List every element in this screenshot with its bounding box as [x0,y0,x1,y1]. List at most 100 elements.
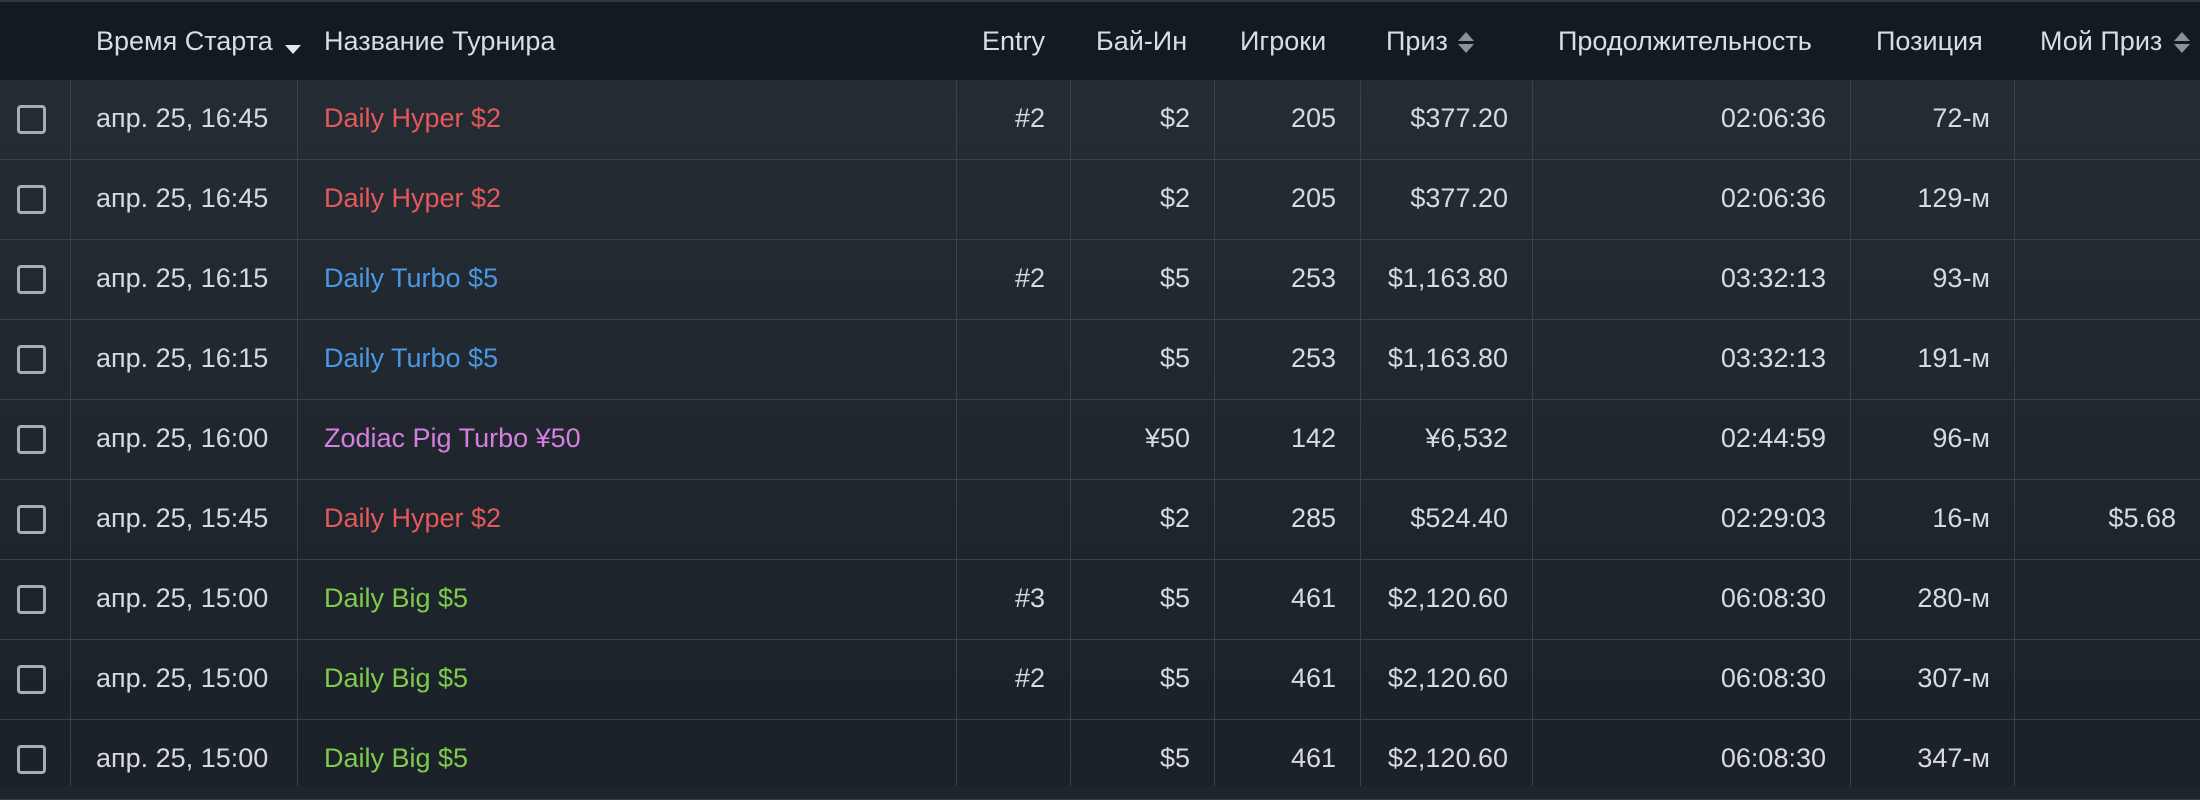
duration-cell: 03:32:13 [1720,343,1826,373]
tournament-name-link[interactable]: Daily Hyper $2 [324,183,502,213]
row-select-checkbox[interactable] [17,345,46,374]
my-prize-cell [2014,560,2176,640]
prize-cell: $2,120.60 [1387,583,1508,613]
duration-cell: 06:08:30 [1720,663,1826,693]
players-cell: 285 [1290,503,1336,533]
duration-cell: 02:29:03 [1720,503,1826,533]
position-cell: 16-м [1932,503,1990,533]
column-divider [297,80,298,786]
column-header-entry[interactable]: Entry [982,26,1046,56]
my-prize-cell [2014,160,2176,240]
row-select-checkbox[interactable] [17,665,46,694]
my-prize-cell [2014,240,2176,320]
duration-cell: 06:08:30 [1720,583,1826,613]
column-header-duration[interactable]: Продолжительность [1558,26,1812,56]
tournament-name-link[interactable]: Daily Turbo $5 [324,343,499,373]
start-time-cell: апр. 25, 16:45 [96,183,269,213]
column-divider [2014,80,2015,786]
tournament-name-link[interactable]: Daily Big $5 [324,583,469,613]
position-cell: 93-м [1932,263,1990,293]
duration-cell: 02:06:36 [1720,103,1826,133]
players-cell: 205 [1290,183,1336,213]
row-select-checkbox[interactable] [17,585,46,614]
row-select-checkbox[interactable] [17,425,46,454]
players-cell: 253 [1290,263,1336,293]
my-prize-cell [2014,640,2176,720]
buyin-cell: $5 [1159,663,1190,693]
table-row[interactable]: апр. 25, 15:00 Daily Big $5 #3 $5 461 $2,120.… [0,560,2200,640]
tournament-name-link[interactable]: Daily Big $5 [324,743,469,773]
start-time-cell: апр. 25, 15:00 [96,663,269,693]
prize-cell: $1,163.80 [1387,263,1508,293]
entry-cell: #3 [1014,583,1045,613]
entry-cell [956,720,1045,800]
position-cell: 72-м [1932,103,1990,133]
players-cell: 461 [1290,743,1336,773]
tournament-name-link[interactable]: Daily Hyper $2 [324,503,502,533]
row-select-checkbox[interactable] [17,185,46,214]
row-select-checkbox[interactable] [17,265,46,294]
table-row[interactable]: апр. 25, 16:15 Daily Turbo $5 $5 253 $1,163.… [0,320,2200,400]
buyin-cell: $5 [1159,343,1190,373]
table-row[interactable]: апр. 25, 15:00 Daily Big $5 $5 461 $2,120.60… [0,720,2200,800]
prize-cell: $1,163.80 [1387,343,1508,373]
table-row[interactable]: апр. 25, 15:00 Daily Big $5 #2 $5 461 $2,120.… [0,640,2200,720]
column-header-my-prize[interactable]: Мой Приз [2040,26,2163,56]
column-header-prize[interactable]: Приз [1386,26,1448,56]
buyin-cell: $2 [1159,183,1190,213]
players-cell: 205 [1290,103,1336,133]
entry-cell: #2 [1014,663,1045,693]
entry-cell [956,160,1045,240]
my-prize-cell [2014,400,2176,480]
tournament-name-link[interactable]: Daily Turbo $5 [324,263,499,293]
players-cell: 142 [1290,423,1336,453]
prize-cell: $2,120.60 [1387,743,1508,773]
duration-cell: 03:32:13 [1720,263,1826,293]
prize-cell: ¥6,532 [1425,423,1508,453]
start-time-cell: апр. 25, 16:45 [96,103,269,133]
sort-descending-icon[interactable] [285,45,301,54]
table-row[interactable]: апр. 25, 16:00 Zodiac Pig Turbo ¥50 ¥50 142… [0,400,2200,480]
prize-cell: $2,120.60 [1387,663,1508,693]
tournament-name-link[interactable]: Daily Big $5 [324,663,469,693]
column-header-start-time[interactable]: Время Старта [96,26,273,56]
players-cell: 253 [1290,343,1336,373]
start-time-cell: апр. 25, 16:15 [96,343,269,373]
buyin-cell: $5 [1159,583,1190,613]
column-header-players[interactable]: Игроки [1240,26,1327,56]
table-row[interactable]: апр. 25, 15:45 Daily Hyper $2 $2 285 $524.40… [0,480,2200,560]
column-header-buyin[interactable]: Бай-Ин [1096,26,1188,56]
duration-cell: 02:44:59 [1720,423,1826,453]
entry-cell: #2 [1014,103,1045,133]
column-divider [1360,80,1361,786]
column-header-position[interactable]: Позиция [1876,26,1983,56]
tournament-name-link[interactable]: Zodiac Pig Turbo ¥50 [324,423,581,453]
column-header-tournament-name[interactable]: Название Турнира [324,26,556,56]
prize-cell: $377.20 [1410,103,1508,133]
column-divider [70,80,71,786]
players-cell: 461 [1290,583,1336,613]
sort-unsorted-icon[interactable] [2174,32,2190,54]
start-time-cell: апр. 25, 15:00 [96,583,269,613]
table-row[interactable]: апр. 25, 16:45 Daily Hyper $2 #2 $2 205 $377.… [0,80,2200,160]
row-select-checkbox[interactable] [17,105,46,134]
buyin-cell: $2 [1159,503,1190,533]
my-prize-cell: $5.68 [2108,503,2176,533]
row-select-checkbox[interactable] [17,745,46,774]
position-cell: 191-м [1917,343,1990,373]
sort-unsorted-icon[interactable] [1458,32,1474,54]
table-row[interactable]: апр. 25, 16:15 Daily Turbo $5 #2 $5 253 $1,16… [0,240,2200,320]
column-divider [1070,80,1071,786]
row-select-checkbox[interactable] [17,505,46,534]
position-cell: 347-м [1917,743,1990,773]
table-row[interactable]: апр. 25, 16:45 Daily Hyper $2 $2 205 $377.20… [0,160,2200,240]
entry-cell [956,400,1045,480]
prize-cell: $524.40 [1410,503,1508,533]
tournament-name-link[interactable]: Daily Hyper $2 [324,103,502,133]
column-divider [1850,80,1851,786]
position-cell: 307-м [1917,663,1990,693]
column-divider [1214,80,1215,786]
my-prize-cell [2014,320,2176,400]
entry-cell [956,320,1045,400]
start-time-cell: апр. 25, 15:00 [96,743,269,773]
